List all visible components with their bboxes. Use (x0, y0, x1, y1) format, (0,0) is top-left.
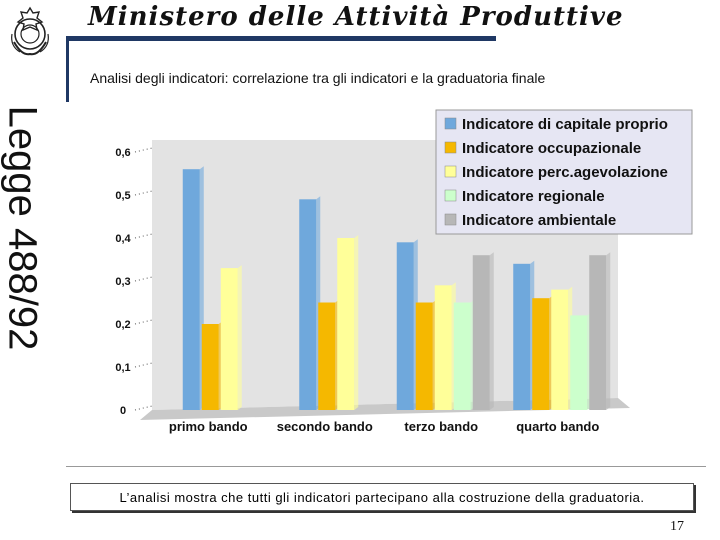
legend-swatch (444, 213, 457, 226)
law-label-box: Legge 488/92 (0, 88, 48, 368)
bar-chart: 0 0,1 0,2 0,3 0,4 0,5 0,6 primo bando secondo b… (115, 109, 693, 434)
header-rule (66, 36, 496, 41)
bar (532, 298, 550, 410)
bar (299, 199, 317, 410)
legend-swatch (444, 141, 457, 154)
legend-label: Indicatore perc.agevolazione (462, 164, 668, 181)
law-label: Legge 488/92 (0, 105, 45, 351)
legend-label: Indicatore occupazionale (462, 140, 641, 157)
x-category-label: quarto bando (516, 419, 599, 434)
bar (396, 242, 414, 410)
ministry-title: Ministero delle Attività Produttive (88, 2, 624, 32)
x-category-label: primo bando (169, 419, 248, 434)
y-tick-label: 0,3 (115, 276, 130, 288)
y-gridline (134, 190, 153, 196)
plot-floor (140, 398, 630, 420)
bar (415, 302, 433, 410)
slide-subtitle: Analisi degli indicatori: correlazione t… (90, 70, 546, 86)
page-number: 17 (670, 519, 684, 534)
bar-side (489, 252, 494, 410)
bar (513, 263, 531, 410)
header-vertical-rule (66, 36, 69, 102)
legend-box (435, 109, 693, 235)
bar-side (354, 235, 359, 410)
y-tick-label: 0 (120, 405, 126, 417)
bar (220, 268, 238, 410)
y-gridline (134, 405, 153, 411)
bar (472, 255, 490, 410)
bar (453, 302, 471, 410)
legend-swatch (444, 165, 457, 178)
y-gridline (134, 233, 153, 239)
bar-side (606, 252, 611, 410)
y-tick-label: 0,4 (115, 233, 131, 245)
y-gridline (134, 319, 153, 325)
x-category-label: terzo bando (404, 419, 478, 434)
y-tick-label: 0,5 (115, 190, 130, 202)
legend-label: Indicatore ambientale (462, 212, 616, 229)
chart-legend: Indicatore di capitale proprio Indicatore… (435, 109, 693, 235)
republic-emblem-icon (11, 6, 49, 56)
footer-rule (66, 466, 706, 467)
legend-swatch (444, 117, 457, 130)
bar (201, 324, 219, 410)
y-gridline (134, 147, 153, 153)
bar (318, 302, 336, 410)
legend-label: Indicatore regionale (462, 188, 605, 205)
legend-label: Indicatore di capitale proprio (462, 116, 668, 133)
y-gridline (134, 276, 153, 282)
bar (337, 238, 355, 410)
y-tick-label: 0,6 (115, 147, 130, 159)
x-category-label: secondo bando (277, 419, 373, 434)
bar (589, 255, 607, 410)
y-tick-label: 0,2 (115, 319, 130, 331)
y-gridline (134, 362, 153, 368)
legend-swatch (444, 189, 457, 202)
bar (182, 169, 200, 410)
conclusion-note: L’analisi mostra che tutti gli indicator… (70, 483, 694, 511)
y-tick-label: 0,1 (115, 362, 130, 374)
bar (570, 315, 588, 410)
bar (551, 289, 569, 410)
bar-side (237, 265, 242, 410)
bar (434, 285, 452, 410)
